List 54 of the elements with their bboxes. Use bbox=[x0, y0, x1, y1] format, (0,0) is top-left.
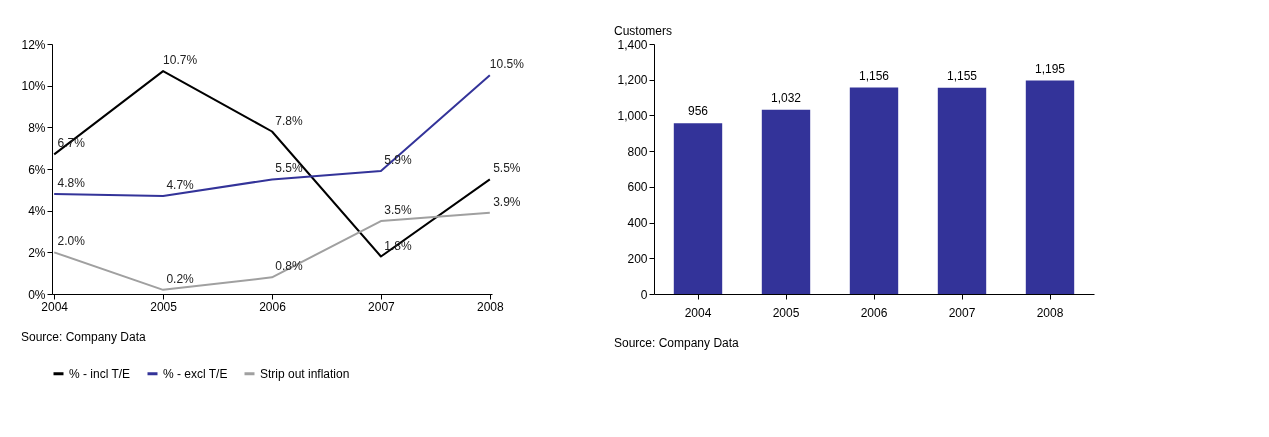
data-label: 3.5% bbox=[384, 203, 412, 218]
data-label: 3.9% bbox=[493, 194, 521, 209]
y-tick-label: 1,400 bbox=[617, 37, 648, 52]
y-tick-label: 600 bbox=[627, 180, 648, 195]
y-tick-label: 400 bbox=[627, 216, 648, 231]
y-tick-label: 0% bbox=[28, 287, 46, 302]
y-tick-label: 1,000 bbox=[617, 108, 648, 123]
source-note: Source: Company Data bbox=[614, 336, 740, 350]
x-tick-label: 2005 bbox=[772, 305, 800, 320]
x-tick-label: 2004 bbox=[41, 299, 69, 314]
data-label: 1,195 bbox=[1034, 61, 1066, 76]
x-tick-label: 2008 bbox=[476, 299, 504, 314]
data-label: 956 bbox=[687, 104, 709, 119]
data-label: 5.5% bbox=[493, 161, 521, 176]
x-tick-label: 2007 bbox=[368, 299, 396, 314]
line-series bbox=[53, 74, 491, 198]
y-tick-label: 2% bbox=[28, 245, 46, 260]
x-tick-label: 2004 bbox=[684, 305, 712, 320]
y-axis-title: Customers bbox=[614, 24, 673, 38]
legend-label: % - incl T/E bbox=[69, 366, 131, 381]
x-tick-label: 2008 bbox=[1036, 305, 1064, 320]
data-label: 1,155 bbox=[946, 68, 978, 83]
bar bbox=[761, 109, 811, 294]
data-label: 2.0% bbox=[57, 234, 86, 249]
data-label: 10.7% bbox=[163, 53, 198, 68]
y-tick-label: 6% bbox=[28, 162, 46, 177]
bar bbox=[937, 87, 987, 294]
legend-label: % - excl T/E bbox=[163, 366, 228, 381]
x-tick-label: 2006 bbox=[860, 305, 888, 320]
legend-label: Strip out inflation bbox=[260, 366, 350, 381]
x-tick-label: 2007 bbox=[948, 305, 976, 320]
x-tick-label: 2006 bbox=[259, 299, 287, 314]
y-tick-label: 12% bbox=[21, 37, 46, 52]
bar bbox=[849, 87, 899, 294]
source-note: Source: Company Data bbox=[20, 330, 147, 344]
y-tick-label: 800 bbox=[627, 144, 648, 159]
data-label: 1,156 bbox=[858, 68, 890, 83]
y-tick-label: 10% bbox=[21, 79, 46, 94]
bar bbox=[673, 123, 723, 294]
y-tick-label: 4% bbox=[28, 204, 46, 219]
data-label: 4.8% bbox=[57, 176, 86, 190]
data-label: 0.8% bbox=[275, 259, 303, 274]
data-label: 10.5% bbox=[489, 57, 525, 72]
data-label: 4.7% bbox=[166, 178, 195, 193]
y-tick-label: 0 bbox=[640, 287, 648, 302]
data-label: 1,032 bbox=[770, 90, 802, 105]
y-tick-label: 8% bbox=[28, 120, 46, 135]
y-tick-label: 200 bbox=[627, 251, 648, 266]
y-tick-label: 1,200 bbox=[617, 73, 648, 88]
bar bbox=[1025, 80, 1075, 294]
x-tick-label: 2005 bbox=[150, 299, 178, 314]
data-label: 0.2% bbox=[166, 271, 195, 286]
data-label: 7.8% bbox=[275, 113, 303, 128]
data-label: 5.5% bbox=[275, 161, 303, 176]
